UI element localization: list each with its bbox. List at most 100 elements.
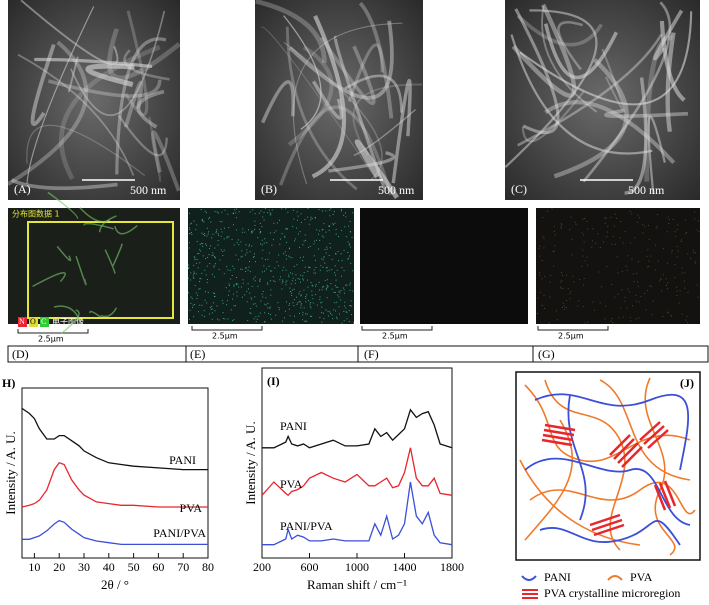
eds-dot <box>648 265 650 267</box>
tag <box>40 317 49 327</box>
fiber <box>68 56 79 93</box>
eds-dot <box>199 304 201 306</box>
eds-dot <box>224 318 226 320</box>
eds-dot <box>282 269 284 271</box>
eds-dot <box>248 244 250 246</box>
eds-d <box>8 208 180 324</box>
eds-dot <box>685 319 687 321</box>
eds-dot <box>323 256 325 258</box>
sem-a <box>8 0 180 200</box>
eds-dot <box>301 303 303 305</box>
x-tick-label: 50 <box>128 560 140 574</box>
eds-dot <box>333 309 335 311</box>
eds-dot <box>569 298 571 300</box>
eds-dot <box>248 266 250 268</box>
eds-dot <box>350 300 352 302</box>
eds-dot <box>285 208 287 210</box>
x-tick-label: 10 <box>28 560 40 574</box>
eds-dot <box>606 231 608 233</box>
eds-dot <box>190 272 192 274</box>
eds-dot <box>654 269 656 271</box>
fiber <box>519 11 693 106</box>
eds-dot <box>677 224 679 226</box>
eds-dot <box>582 249 584 251</box>
eds-e <box>188 208 354 324</box>
eds-dot <box>242 279 244 281</box>
eds-dot <box>307 247 309 249</box>
eds-dot <box>247 319 249 321</box>
eds-dot <box>330 313 332 315</box>
eds-dot <box>326 246 328 248</box>
eds-dot <box>227 269 229 271</box>
eds-dot <box>345 212 347 214</box>
eds-dot <box>641 224 643 226</box>
eds-dot <box>592 301 594 303</box>
eds-dot <box>603 241 605 243</box>
eds-dot <box>586 264 588 266</box>
eds-dot <box>657 214 659 216</box>
eds-dot <box>660 278 662 280</box>
eds-dot <box>329 311 331 313</box>
eds-dot <box>263 265 265 267</box>
eds-dot <box>293 321 295 323</box>
eds-dot <box>582 218 584 220</box>
eds-dot <box>215 263 217 265</box>
eds-dot <box>345 284 347 286</box>
eds-dot <box>269 214 271 216</box>
eds-dot <box>291 273 293 275</box>
eds-dot <box>195 273 197 275</box>
eds-dot <box>665 278 667 280</box>
eds-dot <box>294 240 296 242</box>
eds-dot <box>543 237 545 239</box>
eds-dot <box>262 216 264 218</box>
eds-dot <box>325 289 327 291</box>
eds-dot <box>681 313 683 315</box>
eds-dot <box>614 243 616 245</box>
eds-dot <box>611 317 613 319</box>
eds-dot <box>314 217 316 219</box>
sem-images <box>6 0 700 200</box>
eds-dot <box>236 217 238 219</box>
eds-dot <box>544 275 546 277</box>
eds-dot <box>205 244 207 246</box>
eds-dot <box>583 234 585 236</box>
x-tick-label: 200 <box>253 560 271 574</box>
eds-dot <box>637 214 639 216</box>
eds-dot <box>241 231 243 233</box>
eds-dot <box>349 282 351 284</box>
eds-dot <box>311 294 313 296</box>
eds-dot <box>190 231 192 233</box>
eds-dot <box>193 316 195 318</box>
eds-dot <box>341 322 343 324</box>
eds-dot <box>289 303 291 305</box>
eds-dot <box>203 310 205 312</box>
eds-dot <box>242 228 244 230</box>
eds-dot <box>304 320 306 322</box>
eds-dot <box>226 304 228 306</box>
eds-dot <box>612 236 614 238</box>
eds-dot <box>189 227 191 229</box>
eds-dot <box>345 236 347 238</box>
eds-dot <box>335 274 337 276</box>
eds-dot <box>245 244 247 246</box>
eds-dot <box>539 255 541 257</box>
eds-dot <box>346 311 348 313</box>
eds-dot <box>298 293 300 295</box>
eds-dot <box>553 225 555 227</box>
eds-dot <box>220 249 222 251</box>
eds-dot <box>331 314 333 316</box>
eds-dot <box>305 297 307 299</box>
fiber <box>70 10 166 116</box>
eds-dot <box>210 308 212 310</box>
eds-dot <box>193 271 195 273</box>
eds-dot <box>288 247 290 249</box>
eds-dot <box>343 292 345 294</box>
eds-dot <box>676 295 678 297</box>
eds-dot <box>611 283 613 285</box>
eds-dot <box>331 258 333 260</box>
fiber <box>511 3 577 98</box>
eds-dot <box>624 231 626 233</box>
eds-dot <box>281 233 283 235</box>
eds-dot <box>220 235 222 237</box>
eds-dot <box>223 238 225 240</box>
